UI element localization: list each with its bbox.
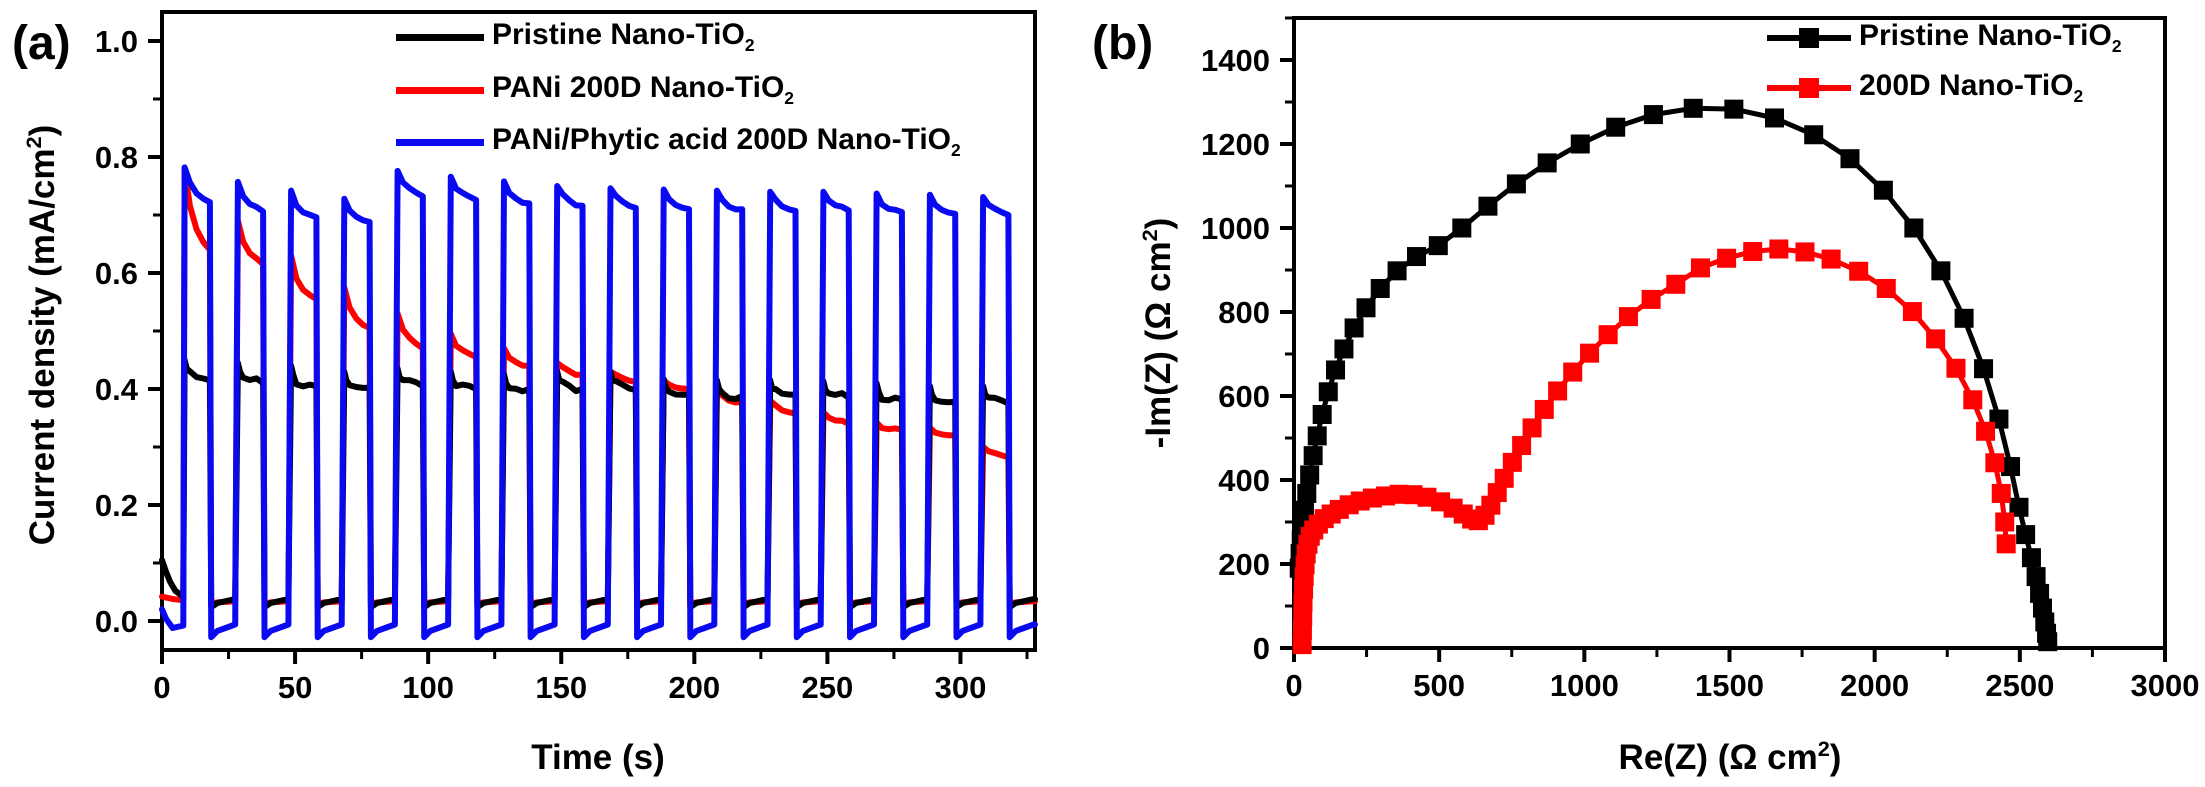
svg-text:1500: 1500 <box>1695 668 1764 703</box>
svg-text:200: 200 <box>668 670 720 705</box>
legend-line-swatch <box>1767 78 1851 98</box>
legend-label: Pristine Nano-TiO2 <box>492 18 755 55</box>
svg-text:0: 0 <box>1253 631 1270 666</box>
svg-text:0.8: 0.8 <box>95 140 138 175</box>
panel-a-y-axis-label: Current density (mA/cm2) <box>21 124 62 546</box>
svg-text:200: 200 <box>1218 547 1270 582</box>
svg-text:600: 600 <box>1218 379 1270 414</box>
legend-item: 200D Nano-TiO2 <box>1767 69 2083 107</box>
legend-square-marker <box>1799 78 1819 98</box>
svg-text:0: 0 <box>153 670 170 705</box>
legend-line-swatch <box>396 33 484 41</box>
svg-text:3000: 3000 <box>2131 668 2200 703</box>
svg-text:0.0: 0.0 <box>95 604 138 639</box>
svg-text:1.0: 1.0 <box>95 24 138 59</box>
svg-text:1000: 1000 <box>1550 668 1619 703</box>
legend-label: Pristine Nano-TiO2 <box>1859 19 2122 56</box>
legend-line-swatch <box>396 86 484 94</box>
panel-b-y-axis-label: -Im(Z) (Ω cm2) <box>1137 217 1178 449</box>
svg-text:2000: 2000 <box>1840 668 1909 703</box>
svg-text:800: 800 <box>1218 295 1270 330</box>
legend-item: PANi/Phytic acid 200D Nano-TiO2 <box>396 123 961 161</box>
svg-text:2500: 2500 <box>1985 668 2054 703</box>
legend-label: PANi/Phytic acid 200D Nano-TiO2 <box>492 123 961 160</box>
svg-text:1400: 1400 <box>1201 43 1270 78</box>
svg-text:1000: 1000 <box>1201 211 1270 246</box>
svg-text:1200: 1200 <box>1201 127 1270 162</box>
panel-b-label: (b) <box>1092 17 1154 70</box>
svg-text:150: 150 <box>535 670 587 705</box>
panel-a-x-axis-label: Time (s) <box>531 737 665 777</box>
svg-text:50: 50 <box>278 670 312 705</box>
legend-label: PANi 200D Nano-TiO2 <box>492 71 794 108</box>
legend-item: PANi 200D Nano-TiO2 <box>396 71 794 109</box>
legend-item: Pristine Nano-TiO2 <box>1767 19 2122 57</box>
legend-square-marker <box>1799 28 1819 48</box>
panel-a-label: (a) <box>12 17 71 70</box>
svg-text:0: 0 <box>1285 668 1302 703</box>
svg-text:300: 300 <box>935 670 987 705</box>
svg-text:0.4: 0.4 <box>95 372 139 407</box>
legend-item: Pristine Nano-TiO2 <box>396 18 755 56</box>
svg-text:250: 250 <box>802 670 854 705</box>
panel-b-x-axis-label: Re(Z) (Ω cm2) <box>1618 736 1842 777</box>
svg-text:400: 400 <box>1218 463 1270 498</box>
svg-text:100: 100 <box>402 670 454 705</box>
legend-label: 200D Nano-TiO2 <box>1859 69 2084 106</box>
legend-line-swatch <box>396 138 484 146</box>
svg-text:0.2: 0.2 <box>95 488 138 523</box>
legend-line-swatch <box>1767 28 1851 48</box>
svg-text:0.6: 0.6 <box>95 256 138 291</box>
svg-text:500: 500 <box>1413 668 1465 703</box>
